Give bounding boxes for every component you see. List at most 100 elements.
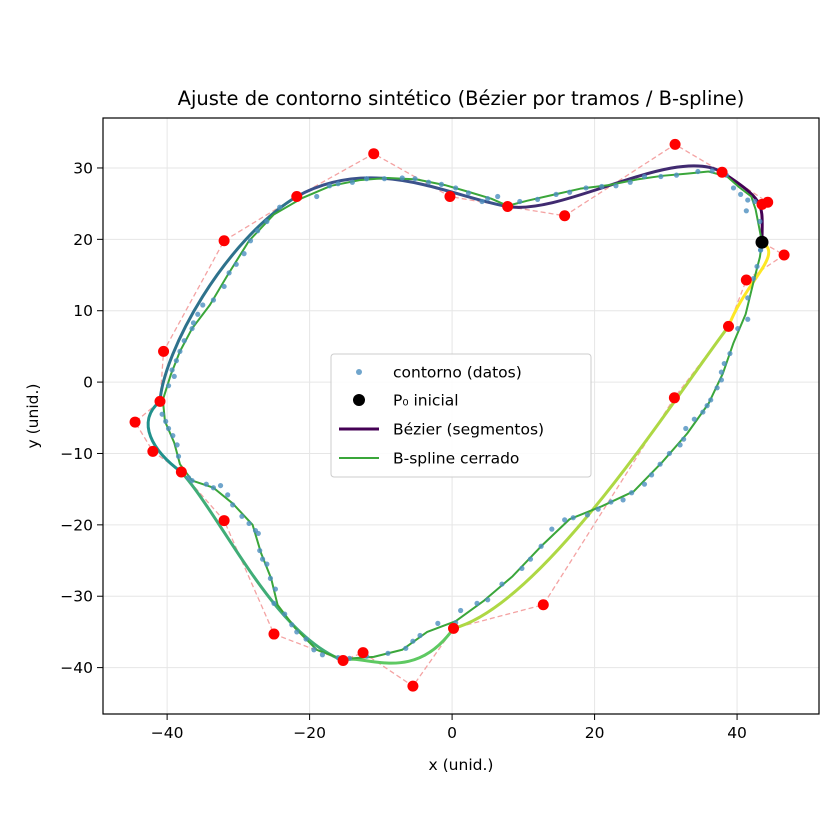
data-point	[282, 611, 288, 617]
data-point	[303, 636, 309, 642]
x-tick-label: 20	[585, 724, 605, 742]
data-point	[410, 638, 416, 644]
data-point	[657, 461, 663, 467]
data-point	[257, 547, 263, 554]
control-point	[357, 647, 369, 659]
data-point	[750, 275, 757, 282]
data-point	[239, 513, 245, 519]
x-tick-label: 0	[447, 724, 457, 742]
data-point	[381, 176, 388, 182]
control-point	[537, 599, 549, 611]
data-point	[241, 251, 247, 257]
data-point	[534, 196, 541, 202]
data-point	[417, 632, 423, 639]
data-point	[255, 530, 261, 537]
data-point	[708, 397, 714, 403]
data-point	[757, 247, 764, 253]
data-point	[474, 600, 480, 606]
data-point	[159, 411, 165, 417]
legend-marker-data-points	[356, 369, 362, 375]
data-point	[495, 193, 501, 200]
data-point	[246, 520, 252, 527]
data-point	[190, 320, 197, 326]
data-point	[549, 526, 555, 532]
bezier-segment	[727, 240, 771, 328]
data-point	[695, 168, 701, 175]
data-point	[364, 176, 370, 182]
legend-marker-start-point	[353, 394, 365, 406]
control-point	[129, 416, 141, 428]
y-tick-label: −10	[60, 445, 93, 463]
control-point	[716, 166, 728, 178]
data-point	[254, 228, 261, 234]
data-point	[399, 175, 405, 181]
data-point	[727, 350, 733, 357]
data-point	[165, 383, 172, 389]
y-tick-label: 30	[73, 159, 93, 177]
data-point	[691, 416, 697, 422]
y-tick-label: 20	[73, 231, 93, 249]
data-point	[403, 645, 409, 651]
control-point	[669, 138, 681, 150]
y-axis-ticks: −40 −30 −20 −10 0 10 20 30	[60, 159, 103, 677]
data-point	[210, 297, 217, 303]
data-point	[743, 208, 749, 214]
data-point	[425, 179, 432, 185]
data-point	[326, 183, 333, 189]
control-point	[778, 249, 790, 261]
data-point	[485, 597, 491, 603]
data-point	[277, 204, 283, 210]
start-point-layer	[755, 235, 769, 249]
data-point	[738, 191, 744, 197]
data-point	[226, 270, 232, 276]
data-point	[730, 185, 737, 191]
data-point	[175, 453, 182, 459]
data-point	[517, 198, 523, 205]
data-point	[538, 543, 544, 549]
data-point	[683, 425, 689, 432]
data-point	[311, 647, 317, 653]
data-point	[453, 185, 459, 191]
plot-frame	[102, 117, 820, 715]
data-point	[714, 385, 720, 391]
x-axis-label: x (unid.)	[429, 756, 494, 774]
data-point	[264, 218, 270, 225]
data-point	[641, 481, 648, 487]
legend-label-data-points: contorno (datos)	[393, 364, 522, 382]
x-tick-label: −20	[293, 724, 326, 742]
data-point	[170, 433, 176, 439]
legend-label-bspline: B-spline cerrado	[393, 450, 519, 468]
control-point	[218, 235, 230, 247]
data-point	[648, 472, 655, 478]
data-point	[745, 197, 751, 203]
data-point	[174, 442, 180, 448]
data-point	[599, 183, 605, 190]
control-point	[218, 515, 230, 527]
plot-layer	[129, 138, 790, 692]
y-tick-label: −30	[60, 588, 93, 606]
legend-label-bezier: Bézier (segmentos)	[393, 421, 544, 439]
control-point	[448, 622, 460, 634]
data-point	[173, 358, 179, 364]
control-point	[268, 628, 280, 640]
data-point	[259, 556, 266, 562]
control-point	[158, 345, 170, 357]
data-point	[673, 172, 680, 178]
data-point	[200, 302, 206, 308]
y-tick-label: 10	[73, 302, 93, 320]
bezier-curve	[146, 164, 771, 665]
data-point	[349, 179, 355, 185]
data-point	[583, 185, 589, 191]
bezier-segment	[158, 195, 299, 403]
control-point	[502, 201, 514, 213]
data-point	[745, 295, 751, 301]
data-point	[608, 499, 614, 505]
data-point	[584, 512, 591, 518]
y-tick-label: −20	[60, 516, 93, 534]
data-point	[267, 575, 274, 581]
data-point	[233, 261, 239, 267]
data-point	[641, 173, 648, 180]
start-point	[755, 235, 769, 249]
data-point	[745, 316, 751, 322]
data-point	[177, 348, 183, 355]
